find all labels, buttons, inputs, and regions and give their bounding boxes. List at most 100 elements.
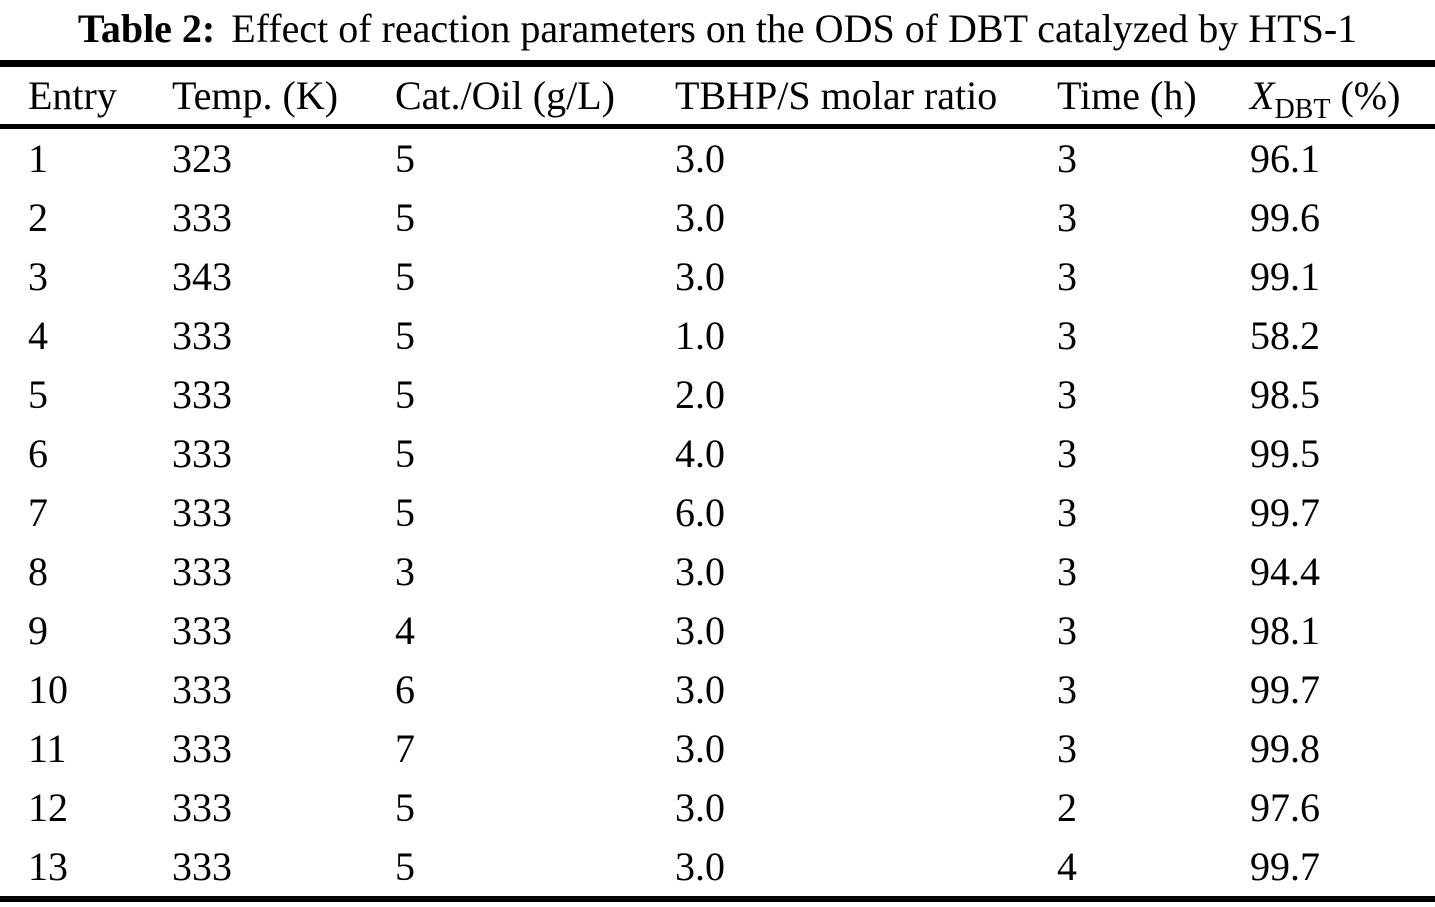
col-header-xdbt: XDBT (%) — [1250, 63, 1435, 129]
table-row: 4 333 5 1.0 3 58.2 — [0, 306, 1435, 365]
table-cell: 333 — [172, 608, 232, 653]
table-cell: 333 — [172, 726, 232, 771]
table-cell: 99.1 — [1250, 254, 1320, 299]
table-cell: 2.0 — [675, 372, 725, 417]
table-cell: 5 — [395, 372, 415, 417]
table-cell: 333 — [172, 667, 232, 712]
table-cell: 3 — [1057, 313, 1077, 358]
table-body: 1 323 5 3.0 3 96.1 2 333 5 3.0 3 99.6 3 343 5 3.0 3 99.1 4… — [0, 127, 1435, 900]
table-cell: 3.0 — [675, 254, 725, 299]
table-cell: 333 — [172, 490, 232, 535]
table-cell: 343 — [172, 254, 232, 299]
table-row: 13 333 5 3.0 4 99.7 — [0, 837, 1435, 899]
table-row: 11 333 7 3.0 3 99.8 — [0, 719, 1435, 778]
table-row: 7 333 5 6.0 3 99.7 — [0, 483, 1435, 542]
table-cell: 4 — [1057, 844, 1077, 889]
table-cell: 333 — [172, 431, 232, 476]
table-cell: 3 — [1057, 431, 1077, 476]
table-cell: 3 — [1057, 254, 1077, 299]
table-caption: Table 2: Effect of reaction parameters on… — [0, 0, 1435, 60]
table-cell: 1.0 — [675, 313, 725, 358]
table-cell: 3 — [1057, 136, 1077, 181]
col-header-temp: Temp. (K) — [172, 63, 395, 129]
table-cell: 7 — [395, 726, 415, 771]
table-cell: 6.0 — [675, 490, 725, 535]
table-cell: 3 — [395, 549, 415, 594]
table-cell: 5 — [395, 431, 415, 476]
table-cell: 9 — [28, 608, 48, 653]
table-row: 3 343 5 3.0 3 99.1 — [0, 247, 1435, 306]
table-cell: 333 — [172, 313, 232, 358]
table-cell: 3 — [1057, 667, 1077, 712]
table-caption-label: Table 2: — [77, 6, 216, 51]
table-cell: 99.8 — [1250, 726, 1320, 771]
table-cell: 3 — [1057, 608, 1077, 653]
table-cell: 3.0 — [675, 785, 725, 830]
table-row: 2 333 5 3.0 3 99.6 — [0, 188, 1435, 247]
table-cell: 333 — [172, 785, 232, 830]
table-row: 5 333 5 2.0 3 98.5 — [0, 365, 1435, 424]
table-cell: 5 — [395, 195, 415, 240]
table-cell: 98.5 — [1250, 372, 1320, 417]
table-cell: 13 — [28, 844, 68, 889]
table-cell: 333 — [172, 549, 232, 594]
table-cell: 7 — [28, 490, 48, 535]
table-row: 8 333 3 3.0 3 94.4 — [0, 542, 1435, 601]
table-cell: 58.2 — [1250, 313, 1320, 358]
table-cell: 96.1 — [1250, 136, 1320, 181]
table-cell: 8 — [28, 549, 48, 594]
table-cell: 4.0 — [675, 431, 725, 476]
table-cell: 5 — [395, 490, 415, 535]
table-cell: 5 — [395, 136, 415, 181]
table-cell: 3 — [1057, 549, 1077, 594]
table-cell: 333 — [172, 195, 232, 240]
table-cell: 323 — [172, 136, 232, 181]
table-cell: 99.5 — [1250, 431, 1320, 476]
table-cell: 3 — [1057, 490, 1077, 535]
xdbt-subscript: DBT — [1274, 94, 1331, 125]
table-row: 9 333 4 3.0 3 98.1 — [0, 601, 1435, 660]
table-row: 12 333 5 3.0 2 97.6 — [0, 778, 1435, 837]
table-cell: 2 — [1057, 785, 1077, 830]
table-cell: 99.6 — [1250, 195, 1320, 240]
data-table: Entry Temp. (K) Cat./Oil (g/L) TBHP/S mo… — [0, 60, 1435, 902]
table-cell: 3 — [1057, 726, 1077, 771]
col-header-entry: Entry — [0, 63, 172, 129]
table-cell: 3.0 — [675, 667, 725, 712]
table-cell: 6 — [395, 667, 415, 712]
xdbt-suffix: (%) — [1340, 73, 1401, 118]
table-row: 10 333 6 3.0 3 99.7 — [0, 660, 1435, 719]
table-cell: 99.7 — [1250, 667, 1320, 712]
table-cell: 3.0 — [675, 608, 725, 653]
table-cell: 3 — [1057, 195, 1077, 240]
table-cell: 3.0 — [675, 195, 725, 240]
table-row: 6 333 5 4.0 3 99.5 — [0, 424, 1435, 483]
xdbt-symbol: X — [1250, 73, 1275, 118]
table-cell: 3 — [28, 254, 48, 299]
table-cell: 5 — [395, 785, 415, 830]
table-caption-text: Effect of reaction parameters on the ODS… — [231, 6, 1358, 51]
table-cell: 2 — [28, 195, 48, 240]
table-cell: 10 — [28, 667, 68, 712]
table-cell: 3.0 — [675, 136, 725, 181]
table-cell: 4 — [28, 313, 48, 358]
table-cell: 5 — [28, 372, 48, 417]
col-header-cat-oil: Cat./Oil (g/L) — [395, 63, 675, 129]
table-cell: 98.1 — [1250, 608, 1320, 653]
table-cell: 3 — [1057, 372, 1077, 417]
table-cell: 99.7 — [1250, 490, 1320, 535]
table-cell: 97.6 — [1250, 785, 1320, 830]
table-cell: 3.0 — [675, 844, 725, 889]
table-cell: 333 — [172, 372, 232, 417]
table-cell: 5 — [395, 254, 415, 299]
col-header-time: Time (h) — [1057, 63, 1250, 129]
table-cell: 3.0 — [675, 726, 725, 771]
table-cell: 5 — [395, 313, 415, 358]
table-cell: 6 — [28, 431, 48, 476]
table-cell: 3.0 — [675, 549, 725, 594]
table-cell: 333 — [172, 844, 232, 889]
col-header-tbhp-ratio: TBHP/S molar ratio — [675, 63, 1057, 129]
table-cell: 12 — [28, 785, 68, 830]
table-cell: 5 — [395, 844, 415, 889]
